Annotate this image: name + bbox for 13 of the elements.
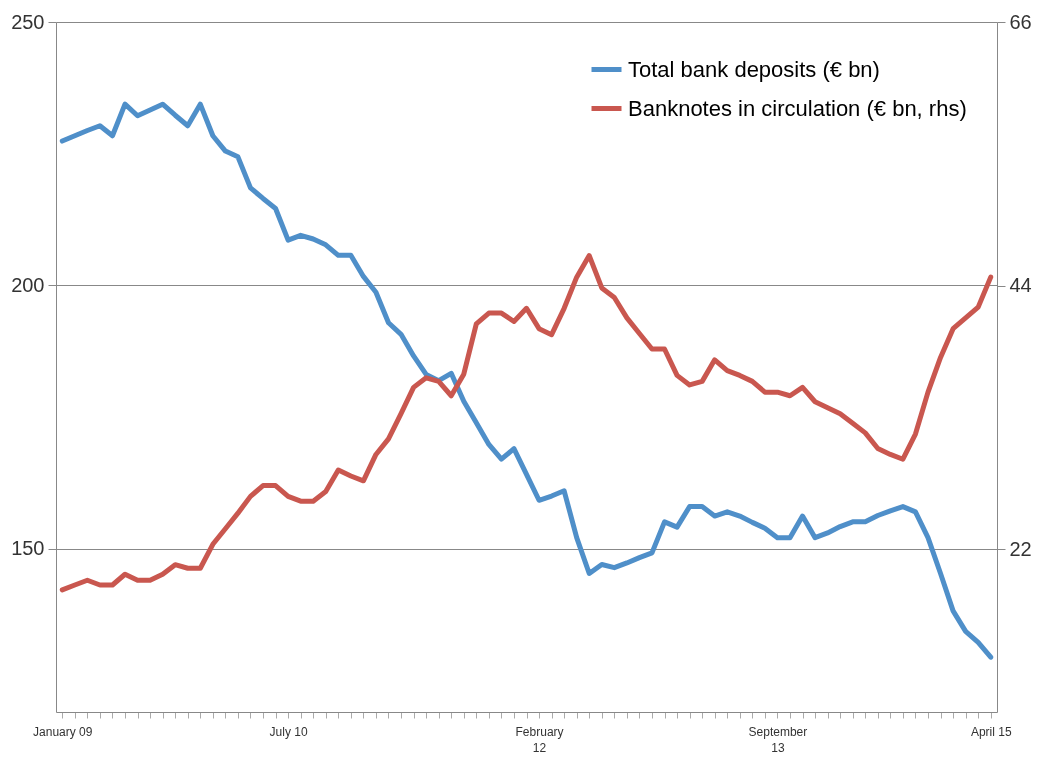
y-tick-label: 200 bbox=[11, 273, 45, 296]
x-tick-label: September 13 bbox=[748, 724, 808, 755]
x-tick-label: January 09 bbox=[33, 724, 93, 739]
y2-tick-label: 44 bbox=[1009, 274, 1032, 297]
x-tick-label: April 15 bbox=[970, 724, 1012, 739]
x-tick-label: February 12 bbox=[515, 724, 564, 755]
y2-tick-label: 66 bbox=[1009, 10, 1032, 33]
x-tick-label: July 10 bbox=[269, 724, 308, 739]
y-tick-label: 250 bbox=[11, 10, 45, 33]
y2-tick-label: 22 bbox=[1009, 537, 1032, 560]
legend-label: Total bank deposits (€ bn) bbox=[628, 56, 880, 82]
y-tick-label: 150 bbox=[11, 537, 45, 560]
legend-label: Banknotes in circulation (€ bn, rhs) bbox=[628, 95, 967, 121]
